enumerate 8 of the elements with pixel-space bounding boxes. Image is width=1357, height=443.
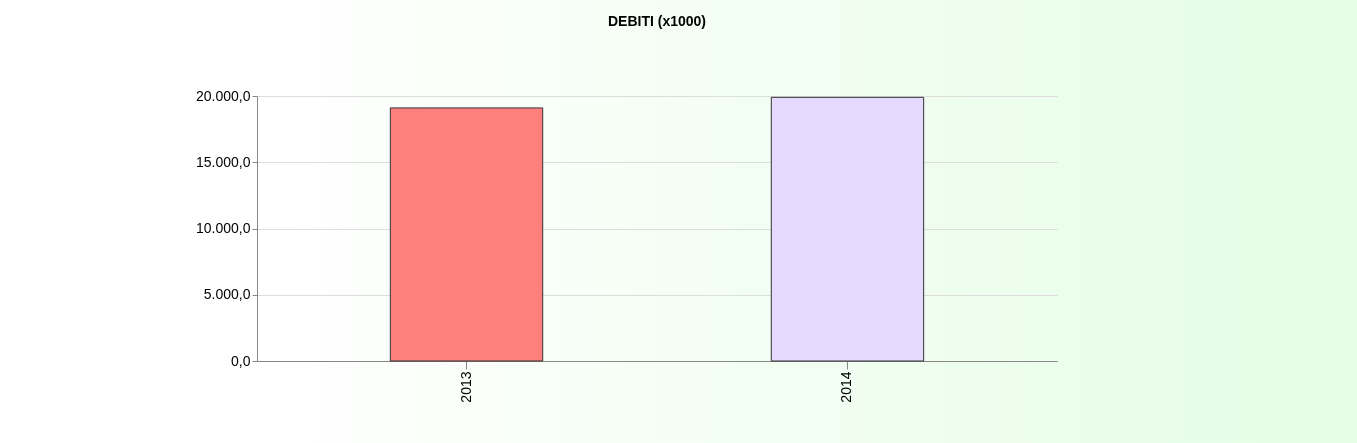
x-tick-label: 2014 — [838, 371, 855, 403]
y-tick-label: 15.000,0 — [196, 153, 251, 170]
x-tick-label: 2013 — [457, 371, 474, 403]
y-tick-label: 10.000,0 — [196, 220, 251, 236]
chart-title: DEBITI (x1000) — [607, 13, 707, 29]
y-tick-label: 20.000,0 — [196, 87, 251, 104]
y-tick-label: 0,0 — [231, 352, 251, 369]
y-tick-label: 5.000,0 — [203, 286, 251, 303]
